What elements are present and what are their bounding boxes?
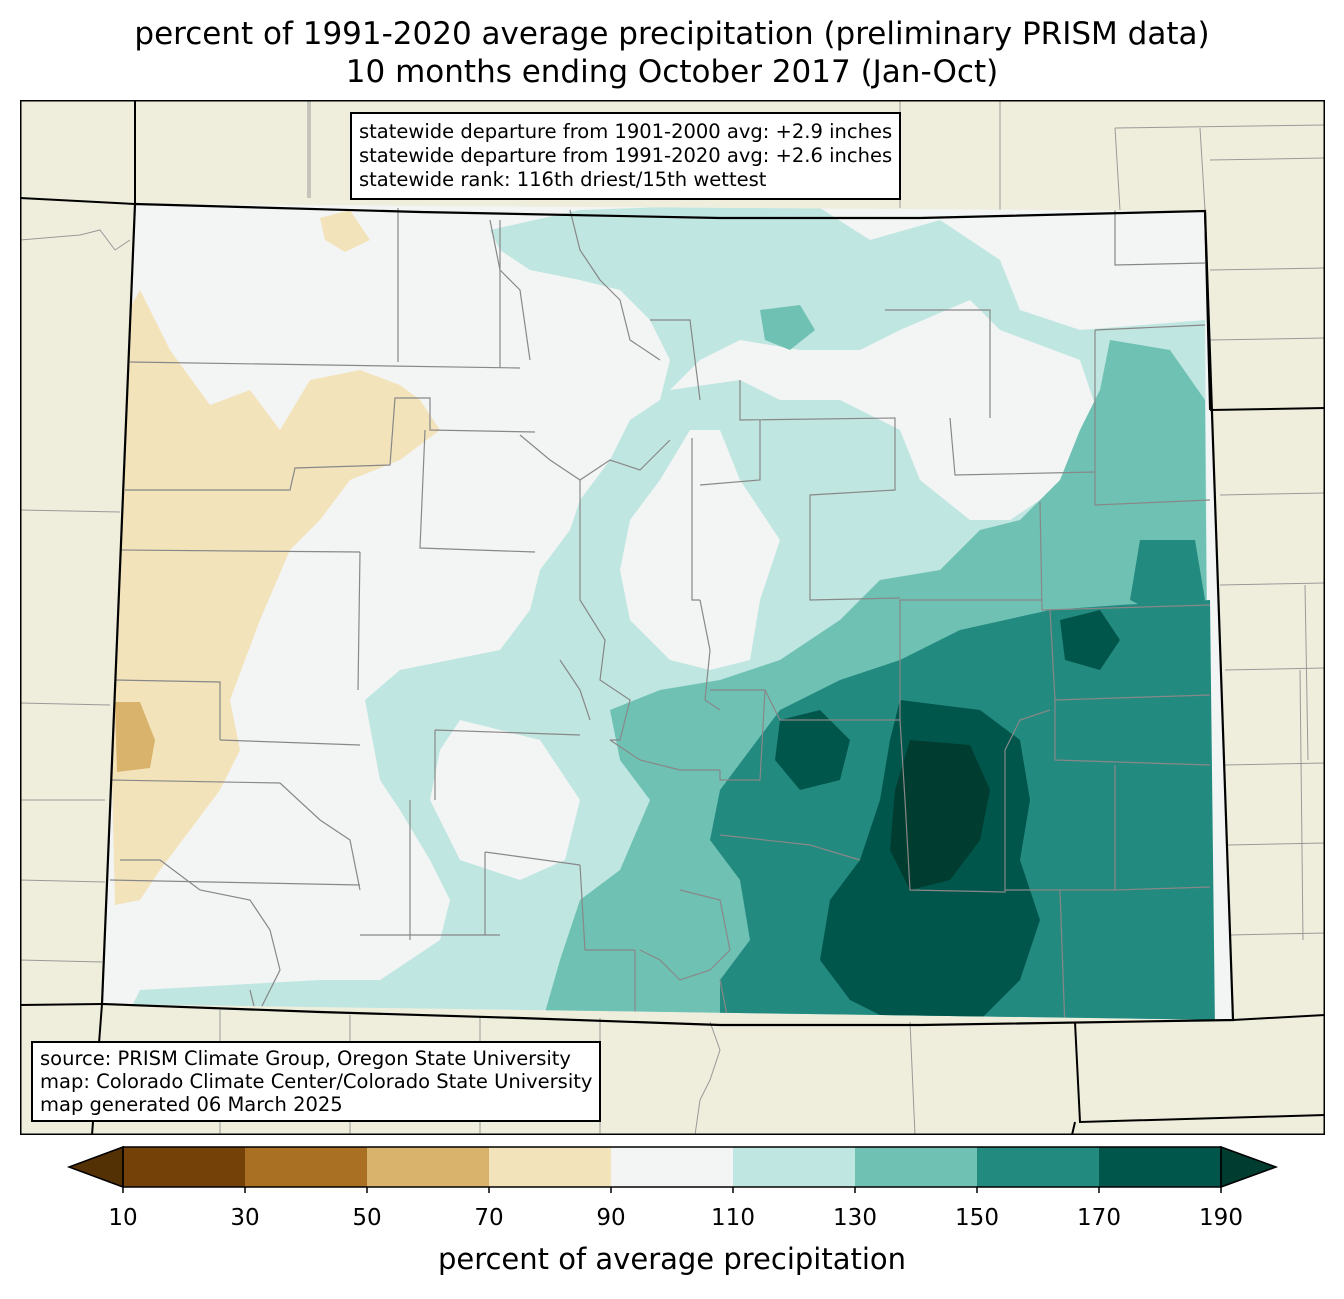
statewide-stats-box: statewide departure from 1901-2000 avg: … [350, 112, 902, 200]
colorbar-tick-label: 10 [108, 1205, 138, 1231]
precip-region-70-90-north [320, 210, 370, 252]
source-box: source: PRISM Climate Group, Oregon Stat… [31, 1041, 602, 1122]
colorbar-under-arrow [66, 1145, 124, 1189]
precip-region-150-170-patch [1130, 540, 1205, 620]
colorbar-bin-110-130 [733, 1147, 856, 1187]
colorbar-frame [122, 1146, 1222, 1188]
colorbar-tick-label: 90 [596, 1205, 626, 1231]
precip-region-90-110-central [670, 300, 1100, 520]
map-generated-line: map generated 06 March 2025 [40, 1093, 343, 1116]
statewide-rank: statewide rank: 116th driest/15th wettes… [359, 168, 767, 191]
colorado-state-border [100, 202, 1235, 1027]
colorbar-tick-label: 110 [711, 1205, 755, 1231]
precip-region-170-190-patch-west [775, 710, 850, 790]
precip-region-70-90-west [102, 290, 440, 905]
colorbar-bin-90-110 [611, 1147, 734, 1187]
map-frame [20, 100, 1325, 1135]
colorbar-tick-label: 50 [352, 1205, 382, 1231]
map-title-line-2: 10 months ending October 2017 (Jan-Oct) [345, 54, 999, 90]
precip-region-over-190 [890, 740, 990, 890]
precip-region-170-190-patch-east [1060, 610, 1120, 670]
precip-region-50-70-southwest [115, 702, 155, 772]
colorbar-tick-label: 190 [1199, 1205, 1243, 1231]
colorbar-bin-150-170 [977, 1147, 1100, 1187]
map-title-line-1: percent of 1991-2020 average precipitati… [134, 16, 1210, 52]
colorbar-bin-50-70 [367, 1147, 490, 1187]
colorbar-bin-130-150 [855, 1147, 978, 1187]
colorbar-tick-label: 130 [833, 1205, 877, 1231]
departure-1901-2000: statewide departure from 1901-2000 avg: … [359, 120, 893, 143]
colorbar [66, 1145, 1279, 1193]
colorbar-bin-70-90 [489, 1147, 612, 1187]
colorbar-bin-10-30 [123, 1147, 246, 1187]
colorbar-tick-label: 70 [474, 1205, 504, 1231]
colorbar-tick-label: 150 [955, 1205, 999, 1231]
colorado-precip-map [20, 100, 1325, 1135]
precip-region-130-150-nw-patch [760, 305, 815, 350]
departure-1991-2020: statewide departure from 1991-2020 avg: … [359, 144, 893, 167]
colorado-county-lines [109, 208, 1211, 1020]
colorbar-over-arrow [1220, 1145, 1279, 1189]
colorbar-bin-30-50 [245, 1147, 368, 1187]
source-line: source: PRISM Climate Group, Oregon Stat… [40, 1047, 571, 1070]
precip-region-90-110-south-central [430, 720, 580, 880]
map-credit-line: map: Colorado Climate Center/Colorado St… [40, 1070, 593, 1093]
colorbar-tick-label: 30 [230, 1205, 260, 1231]
colorbar-label: percent of average precipitation [437, 1242, 907, 1276]
colorbar-tick-label: 170 [1077, 1205, 1121, 1231]
precip-region-90-110-mid [620, 430, 780, 670]
colorbar-bin-170-190 [1099, 1147, 1222, 1187]
